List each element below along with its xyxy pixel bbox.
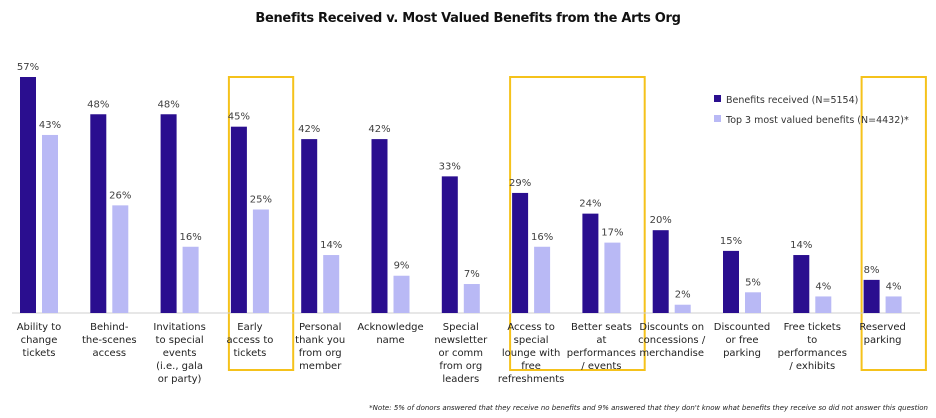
value-label-valued-3: 25% [250, 194, 272, 205]
legend: Benefits received (N=5154) Top 3 most val… [714, 95, 909, 126]
bar-valued-5 [393, 275, 410, 313]
bar-received-12 [863, 279, 880, 313]
bar-valued-12 [885, 296, 902, 313]
bar-received-5 [371, 139, 388, 313]
bar-valued-2 [182, 246, 199, 313]
bar-received-1 [90, 114, 107, 314]
value-label-received-0: 57% [17, 62, 39, 73]
value-label-valued-9: 2% [675, 290, 691, 301]
value-label-received-2: 48% [157, 99, 179, 110]
value-label-received-3: 45% [228, 112, 250, 123]
value-label-valued-4: 14% [320, 240, 342, 251]
value-label-received-11: 14% [790, 240, 812, 251]
highlight-boxes [227, 76, 927, 371]
value-label-received-7: 29% [509, 178, 531, 189]
category-label-10: Discounted or free parking [714, 322, 770, 359]
bars [20, 77, 902, 314]
chart-title: Benefits Received v. Most Valued Benefit… [255, 11, 681, 26]
highlight-box-0 [227, 76, 295, 371]
value-label-received-9: 20% [650, 215, 672, 226]
value-label-received-5: 42% [368, 124, 390, 135]
category-labels: Ability to change tickets Behind-the-scenes… [17, 322, 906, 385]
bar-valued-3 [252, 209, 269, 313]
value-label-valued-11: 4% [815, 281, 831, 292]
category-label-3: Early access to tickets [226, 322, 273, 359]
category-label-2: Invitations to special events (i.e., gala or… [153, 322, 205, 385]
value-label-received-4: 42% [298, 124, 320, 135]
bar-received-10 [723, 250, 739, 313]
value-label-received-1: 48% [87, 99, 109, 110]
bar-received-9 [652, 230, 669, 313]
category-label-0: Ability to change tickets [17, 322, 62, 359]
value-label-valued-12: 4% [886, 281, 902, 292]
category-label-9: Discounts on concessions / merchandise [638, 322, 706, 359]
bar-valued-0 [42, 134, 58, 313]
bar-valued-8 [604, 242, 621, 313]
value-label-valued-7: 16% [531, 232, 553, 243]
bar-received-11 [793, 255, 810, 313]
bar-received-7 [512, 192, 529, 313]
value-labels: 57% 43% 48% 26% 48% 16% 45% 25% 42% 14% 42% 9% 33% 7%… [17, 62, 902, 301]
bar-received-6 [441, 176, 458, 313]
category-label-7: Access to special lounge with free refreshme… [498, 322, 565, 385]
value-label-received-12: 8% [864, 265, 880, 276]
bar-received-4 [301, 139, 318, 313]
category-label-12: Reserved parking [859, 322, 906, 346]
value-label-valued-8: 17% [601, 228, 623, 239]
bar-received-8 [582, 213, 599, 313]
legend-label-1: Top 3 most valued benefits (N=4432)* [725, 115, 909, 126]
category-label-4: Personal thank you from org member [295, 322, 345, 372]
category-label-1: Behind-the-scenes access [82, 322, 137, 359]
bar-received-3 [230, 126, 247, 314]
bar-received-0 [20, 77, 36, 313]
value-label-valued-5: 9% [394, 261, 410, 272]
value-label-valued-1: 26% [109, 190, 131, 201]
bar-valued-1 [112, 205, 129, 313]
value-label-valued-2: 16% [179, 232, 201, 243]
value-label-received-6: 33% [439, 161, 461, 172]
bar-valued-6 [463, 284, 480, 313]
legend-label-0: Benefits received (N=5154) [726, 95, 858, 106]
bar-valued-4 [323, 255, 340, 313]
value-label-valued-0: 43% [39, 120, 61, 131]
legend-swatch-1 [714, 115, 721, 122]
bar-received-2 [160, 114, 177, 314]
category-label-6: Special newsletter or comm from org leaders [434, 322, 488, 385]
value-label-valued-10: 5% [745, 277, 761, 288]
category-label-5: Acknowledge name [357, 322, 423, 346]
bar-valued-9 [674, 304, 691, 313]
highlight-box-1 [509, 76, 646, 371]
highlight-box-2 [860, 76, 927, 371]
value-label-valued-6: 7% [464, 269, 480, 280]
bar-valued-10 [745, 292, 761, 313]
legend-swatch-0 [714, 95, 721, 102]
footnote: *Note: 5% of donors answered that they r… [369, 404, 928, 412]
bar-valued-7 [534, 246, 551, 313]
bar-valued-11 [815, 296, 832, 313]
category-label-11: Free tickets to performances / exhibits [778, 322, 847, 372]
value-label-received-8: 24% [579, 199, 601, 210]
value-label-received-10: 15% [720, 236, 742, 247]
category-label-8: Better seats at performances / events [567, 322, 636, 372]
